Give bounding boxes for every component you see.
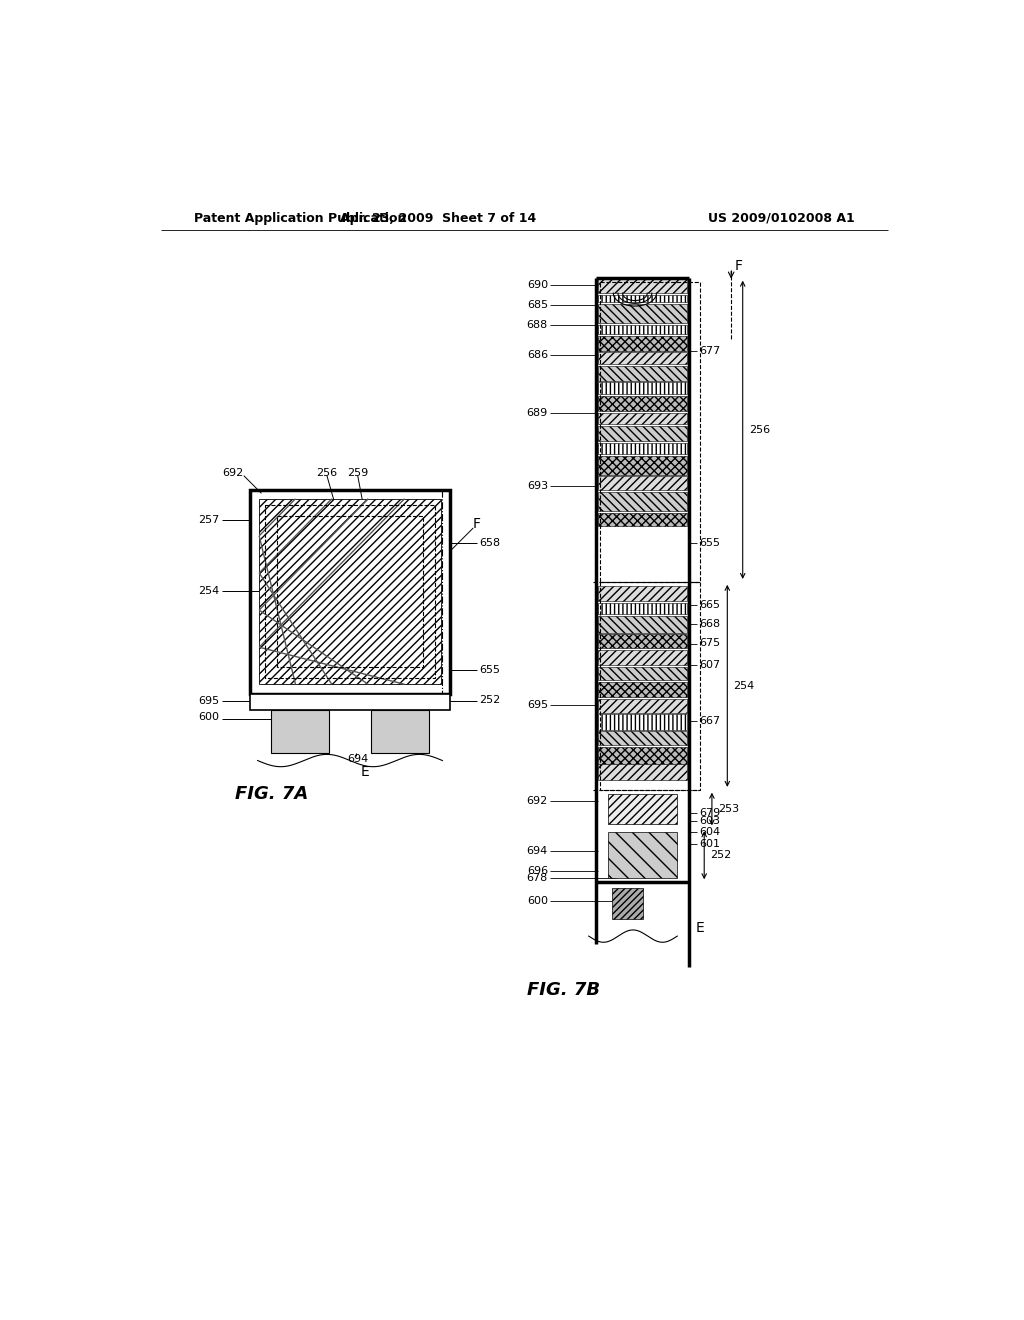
Text: F: F	[735, 259, 742, 273]
Text: 689: 689	[526, 408, 548, 417]
Text: E: E	[361, 766, 370, 779]
Bar	[598, 477, 686, 490]
Text: 254: 254	[198, 586, 219, 597]
Bar	[250, 490, 451, 693]
Text: 603: 603	[698, 816, 720, 825]
Text: 655: 655	[479, 665, 501, 676]
Text: 695: 695	[198, 696, 219, 706]
Text: 658: 658	[479, 539, 501, 548]
Text: 600: 600	[527, 896, 548, 907]
Text: 256: 256	[316, 467, 338, 478]
Text: 607: 607	[698, 660, 720, 671]
Text: FIG. 7B: FIG. 7B	[527, 981, 600, 999]
Text: 667: 667	[698, 715, 720, 726]
Bar	[598, 764, 686, 780]
Text: 600: 600	[198, 711, 219, 722]
Bar	[598, 294, 686, 302]
Bar	[598, 635, 686, 648]
Text: 259: 259	[347, 467, 369, 478]
Bar	[598, 667, 686, 681]
Text: 692: 692	[526, 796, 548, 807]
Text: 665: 665	[698, 601, 720, 610]
Bar	[371, 710, 429, 752]
Text: 695: 695	[526, 700, 548, 710]
Text: 694: 694	[526, 846, 548, 857]
Bar	[271, 710, 330, 752]
Bar	[598, 512, 686, 527]
Text: 675: 675	[698, 639, 720, 648]
Text: 252: 252	[479, 694, 501, 705]
Bar	[265, 506, 435, 678]
Bar	[598, 335, 686, 351]
Bar	[598, 412, 686, 424]
Bar	[600, 281, 700, 582]
Text: 685: 685	[526, 300, 548, 310]
Text: 256: 256	[749, 425, 770, 434]
Text: 677: 677	[698, 346, 720, 356]
Bar	[598, 455, 686, 475]
Bar	[598, 304, 686, 323]
Bar	[598, 682, 686, 697]
Text: 696: 696	[526, 866, 548, 875]
Bar	[598, 586, 686, 601]
Bar	[598, 700, 686, 713]
Bar	[598, 442, 686, 454]
Text: Patent Application Publication: Patent Application Publication	[194, 213, 407, 224]
Text: US 2009/0102008 A1: US 2009/0102008 A1	[708, 213, 855, 224]
Text: 688: 688	[526, 321, 548, 330]
Bar	[598, 366, 686, 381]
Text: 604: 604	[698, 828, 720, 837]
Text: 693: 693	[526, 480, 548, 491]
Bar	[598, 280, 686, 293]
Text: Apr. 23, 2009  Sheet 7 of 14: Apr. 23, 2009 Sheet 7 of 14	[340, 213, 537, 224]
Text: 257: 257	[198, 515, 219, 525]
Bar	[250, 693, 451, 710]
Text: 692: 692	[222, 467, 244, 478]
Text: FIG. 7A: FIG. 7A	[234, 784, 308, 803]
Text: 686: 686	[526, 350, 548, 360]
Bar	[598, 747, 686, 763]
Text: 655: 655	[698, 539, 720, 548]
Text: 678: 678	[526, 874, 548, 883]
Text: 668: 668	[698, 619, 720, 630]
Bar	[598, 396, 686, 411]
Text: 694: 694	[347, 754, 369, 764]
Bar	[600, 582, 700, 789]
Bar	[598, 603, 686, 614]
Text: 679: 679	[698, 808, 720, 818]
Bar	[598, 325, 686, 334]
Bar	[608, 832, 677, 878]
Bar	[598, 492, 686, 511]
Text: F: F	[473, 517, 481, 531]
Text: 253: 253	[718, 804, 739, 814]
Bar	[598, 731, 686, 744]
Bar	[598, 352, 686, 364]
Bar	[598, 714, 686, 730]
Bar	[276, 516, 423, 667]
Bar	[598, 649, 686, 665]
Text: 252: 252	[711, 850, 731, 861]
Bar	[598, 383, 686, 393]
Text: 254: 254	[733, 681, 755, 690]
Text: E: E	[696, 921, 705, 936]
Bar	[598, 615, 686, 632]
Text: 690: 690	[526, 280, 548, 290]
Bar	[259, 499, 441, 684]
Text: 601: 601	[698, 838, 720, 849]
Bar	[598, 425, 686, 441]
Bar	[611, 888, 643, 919]
Bar	[608, 793, 677, 825]
